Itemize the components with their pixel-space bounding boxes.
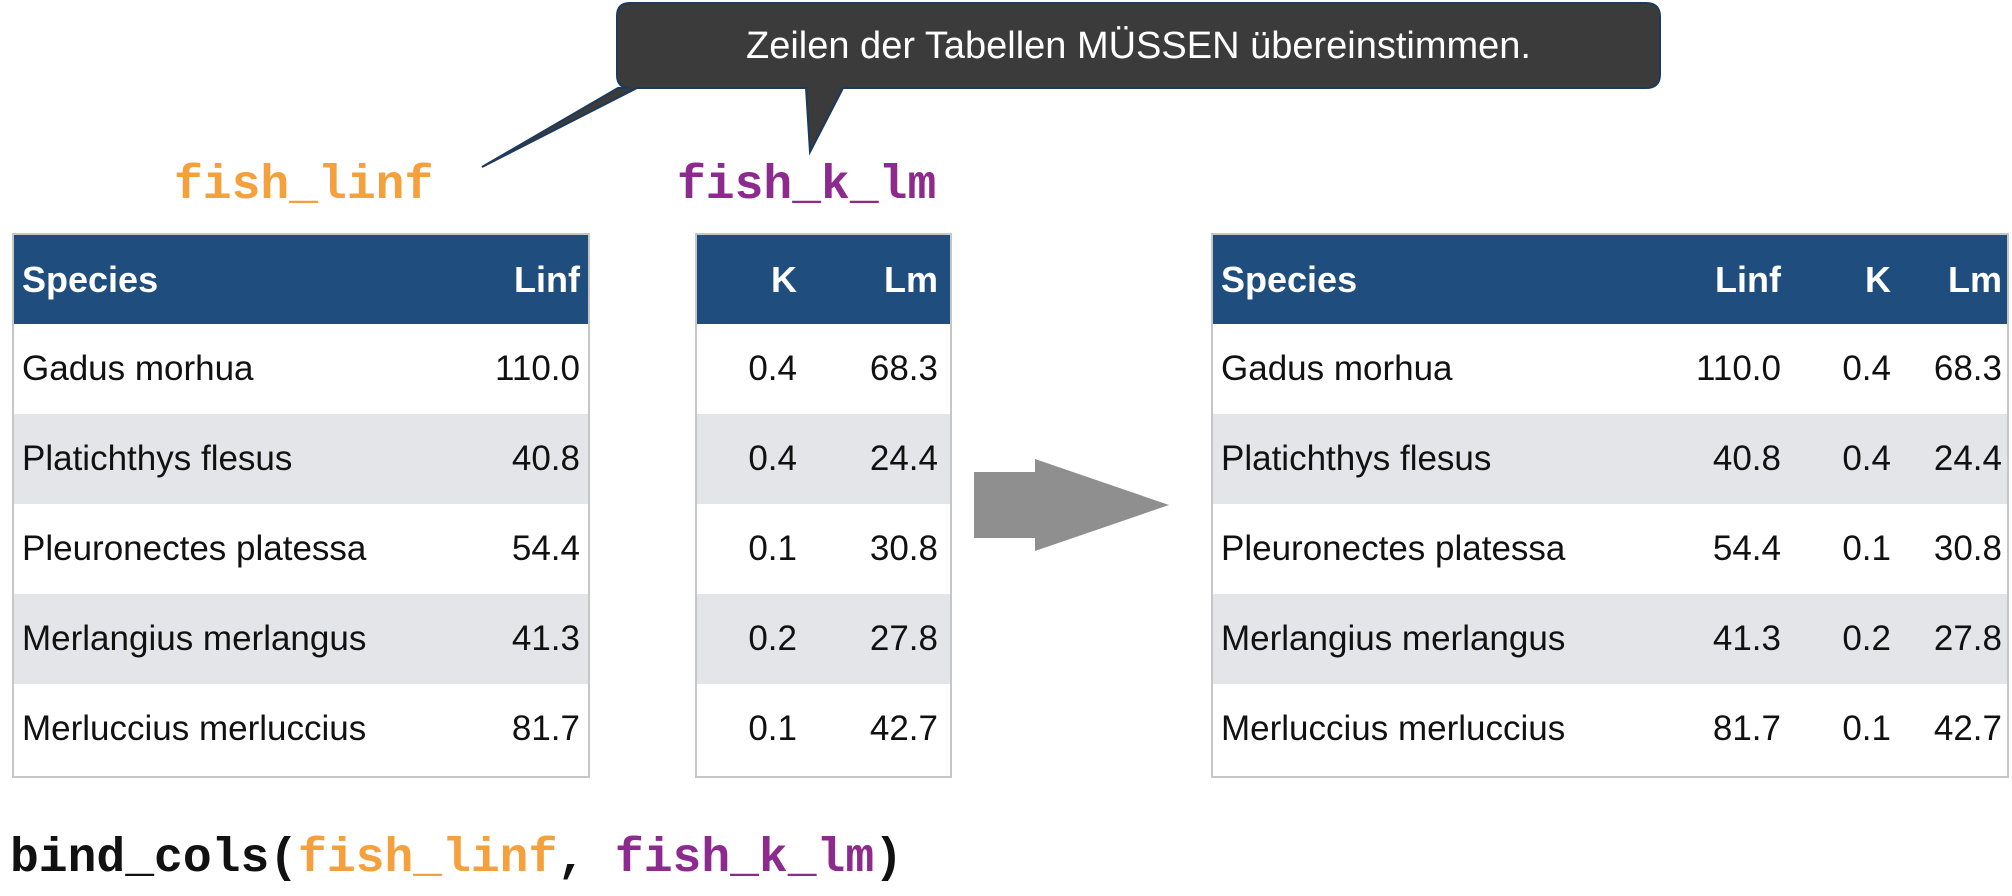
table-row: Pleuronectes platessa 54.4 [14,504,588,594]
table-row: Pleuronectes platessa 54.4 0.1 30.8 [1213,504,2007,594]
table-fish-linf: Species Linf Gadus morhua 110.0 Platicht… [12,233,590,778]
cell-species: Gadus morhua [1221,349,1453,388]
column-header-lm: Lm [1948,258,2002,300]
table-row: Merluccius merluccius 81.7 [14,684,588,774]
cell-species: Merluccius merluccius [22,709,367,748]
cell-k: 0.4 [1842,439,1891,478]
column-header-species: Species [22,258,159,300]
cell-species: Pleuronectes platessa [22,529,367,568]
cell-k: 0.1 [1842,529,1891,568]
table-fish-k-lm: K Lm 0.4 68.3 0.4 24.4 0.1 30.8 0.2 27.8… [695,233,952,778]
cell-species: Merlangius merlangus [1221,619,1566,658]
table-row: 0.4 68.3 [697,324,950,414]
cell-k: 0.1 [748,529,797,568]
table-row: Platichthys flesus 40.8 [14,414,588,504]
table-title-fish-k-lm: fish_k_lm [677,159,937,213]
cell-linf: 81.7 [1712,709,1781,748]
table-row: 0.2 27.8 [697,594,950,684]
cell-lm: 30.8 [869,529,938,568]
cell-species: Pleuronectes platessa [1221,529,1566,568]
cell-k: 0.1 [748,709,797,748]
table-row: Gadus morhua 110.0 [14,324,588,414]
table-row: Merlangius merlangus 41.3 [14,594,588,684]
cell-linf: 40.8 [511,439,580,478]
table-row: 0.4 24.4 [697,414,950,504]
cell-lm: 24.4 [869,439,938,478]
column-header-k: K [771,258,797,300]
code-arg-fish-linf: fish_linf [298,832,558,886]
cell-k: 0.4 [748,349,797,388]
cell-lm: 68.3 [1933,349,2002,388]
cell-linf: 41.3 [1712,619,1781,658]
cell-lm: 27.8 [1933,619,2002,658]
table-row: Merlangius merlangus 41.3 0.2 27.8 [1213,594,2007,684]
table-row: 0.1 42.7 [697,684,950,774]
arrow-right-icon [974,459,1169,551]
cell-lm: 30.8 [1933,529,2002,568]
cell-lm: 42.7 [1933,709,2002,748]
cell-species: Platichthys flesus [22,439,293,478]
cell-species: Merlangius merlangus [22,619,367,658]
cell-linf: 54.4 [1712,529,1781,568]
cell-species: Gadus morhua [22,349,254,388]
table-row: 0.1 30.8 [697,504,950,594]
cell-linf: 110.0 [495,349,580,388]
code-separator: , [557,832,615,886]
cell-k: 0.1 [1842,709,1891,748]
cell-lm: 27.8 [869,619,938,658]
cell-linf: 54.4 [511,529,580,568]
callout-text: Zeilen der Tabellen MÜSSEN übereinstimme… [746,24,1531,67]
table-row: Gadus morhua 110.0 0.4 68.3 [1213,324,2007,414]
table-result: Species Linf K Lm Gadus morhua 110.0 0.4… [1211,233,2009,778]
table-header-row: Species Linf K Lm [1213,235,2007,324]
table-header-row: Species Linf [14,235,588,324]
cell-k: 0.2 [1842,619,1891,658]
table-header-row: K Lm [697,235,950,324]
code-function: bind_cols( [10,832,299,886]
cell-lm: 42.7 [869,709,938,748]
cell-linf: 40.8 [1712,439,1781,478]
table-row: Platichthys flesus 40.8 0.4 24.4 [1213,414,2007,504]
table-row: Merluccius merluccius 81.7 0.1 42.7 [1213,684,2007,774]
cell-species: Platichthys flesus [1221,439,1492,478]
code-arg-fish-k-lm: fish_k_lm [614,832,875,886]
cell-k: 0.2 [748,619,797,658]
cell-linf: 41.3 [511,619,580,658]
column-header-lm: Lm [884,258,938,300]
cell-linf: 110.0 [1696,349,1781,388]
cell-lm: 68.3 [869,349,938,388]
cell-lm: 24.4 [1933,439,2002,478]
table-title-fish-linf: fish_linf [174,159,434,213]
column-header-species: Species [1221,258,1358,300]
cell-k: 0.4 [748,439,797,478]
code-close-paren: ) [874,832,903,886]
column-header-linf: Linf [514,258,580,300]
column-header-k: K [1865,258,1891,300]
column-header-linf: Linf [1715,258,1781,300]
cell-k: 0.4 [1842,349,1891,388]
cell-species: Merluccius merluccius [1221,709,1566,748]
cell-linf: 81.7 [511,709,580,748]
code-snippet: bind_cols(fish_linf, fish_k_lm) [10,835,903,883]
